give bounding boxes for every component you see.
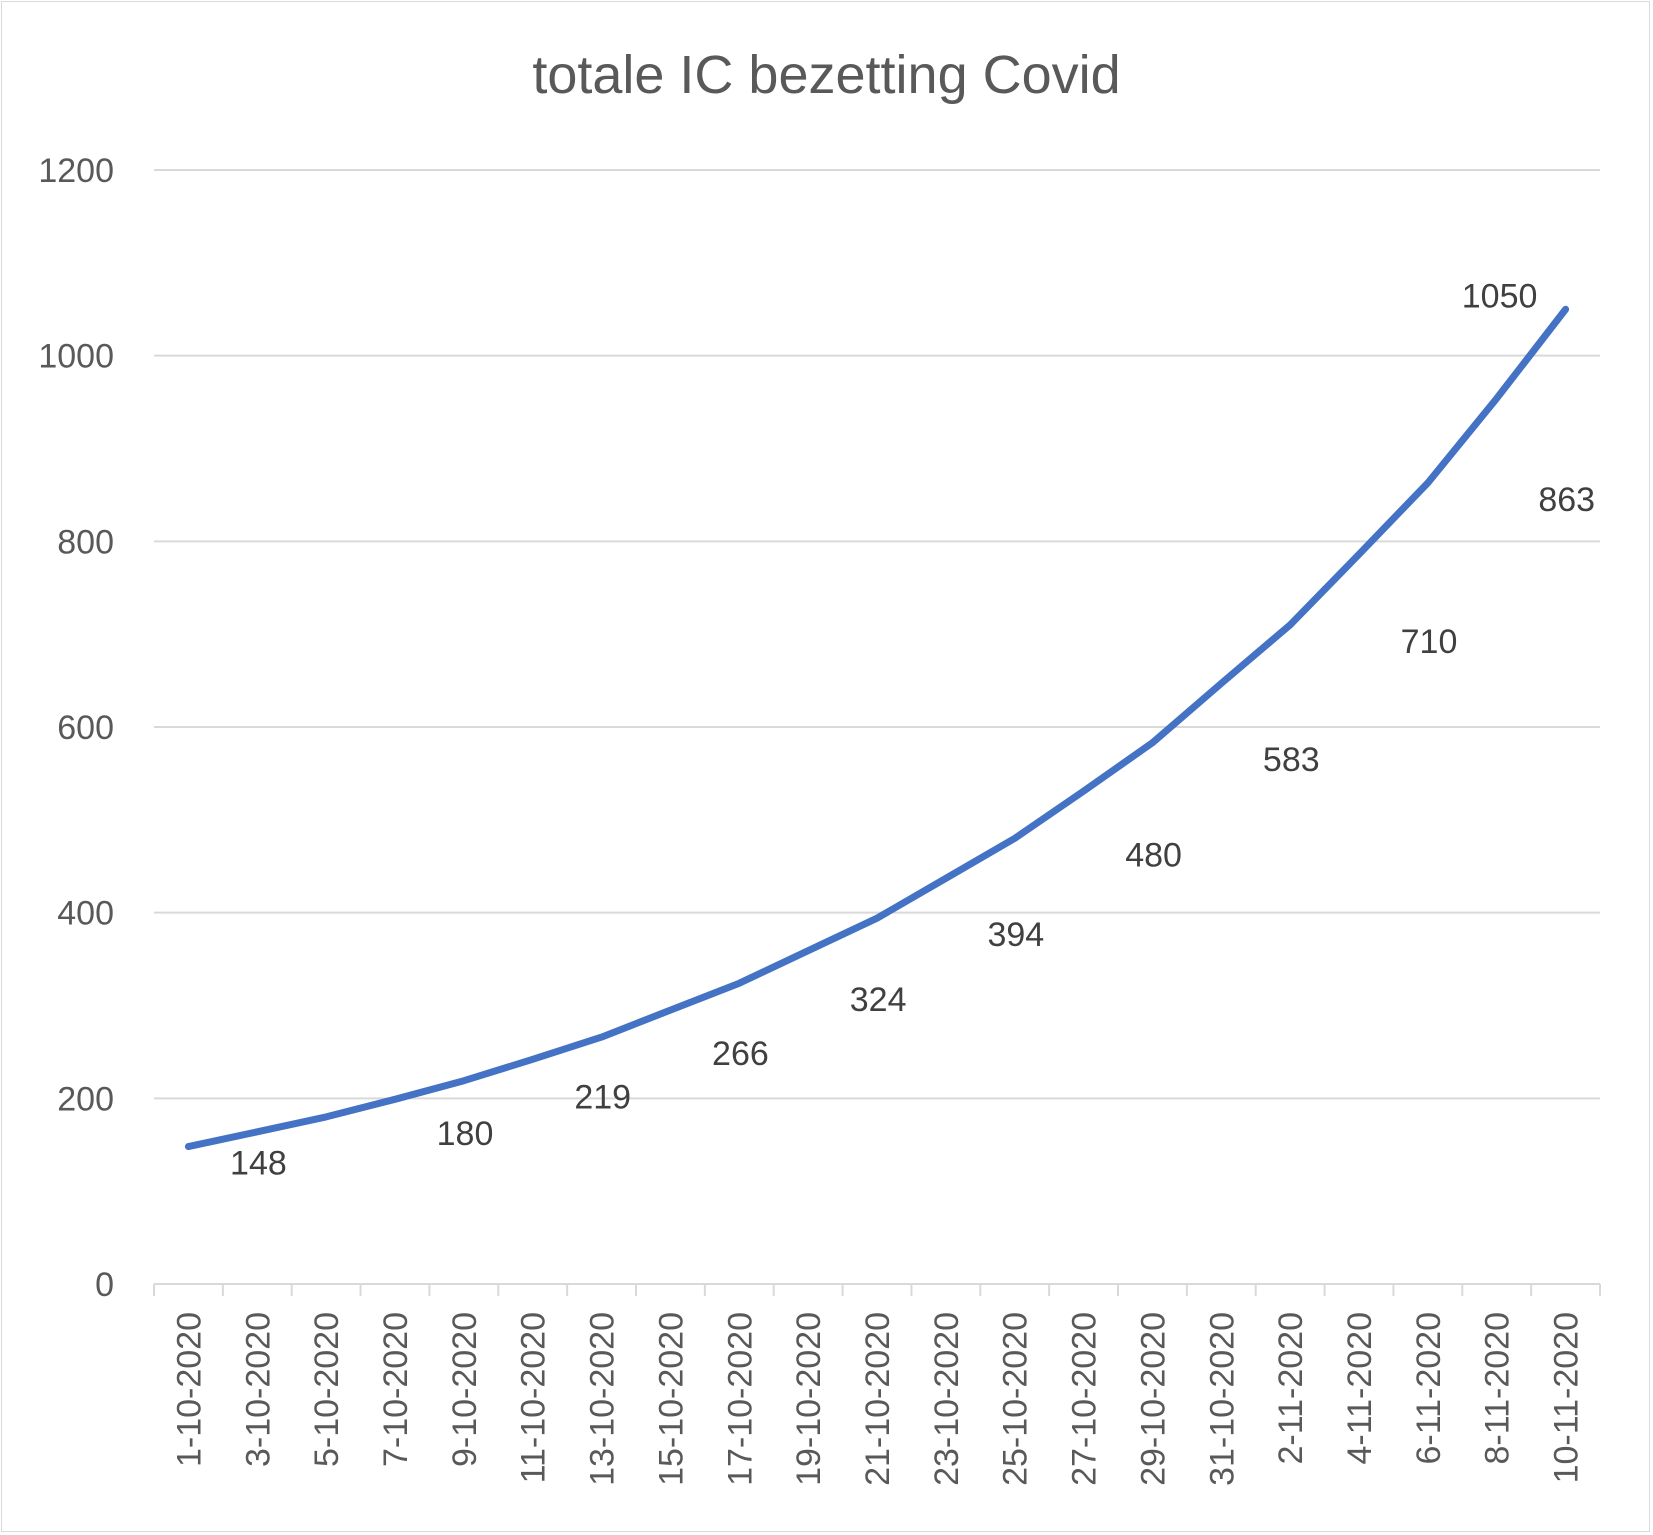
chart-title: totale IC bezetting Covid: [532, 45, 1121, 105]
x-tick-label: 11-10-2020: [515, 1312, 553, 1483]
x-tick-label: 19-10-2020: [790, 1312, 828, 1486]
data-label: 480: [1125, 836, 1182, 874]
x-tick-label: 27-10-2020: [1066, 1312, 1104, 1486]
x-tick-label: 29-10-2020: [1134, 1312, 1172, 1486]
x-tick-label: 9-10-2020: [446, 1312, 484, 1467]
x-tick-label: 3-10-2020: [239, 1312, 277, 1467]
x-tick-label: 2-11-2020: [1272, 1312, 1310, 1465]
x-tick-label: 15-10-2020: [652, 1312, 690, 1486]
data-label: 148: [230, 1145, 287, 1183]
x-tick-label: 6-11-2020: [1410, 1312, 1448, 1465]
x-tick-label: 5-10-2020: [308, 1312, 346, 1467]
x-tick-label: 10-11-2020: [1548, 1312, 1586, 1483]
data-label: 710: [1401, 623, 1458, 661]
x-tick-label: 8-11-2020: [1479, 1312, 1517, 1465]
data-label: 1050: [1462, 277, 1538, 315]
x-tick-label: 21-10-2020: [859, 1312, 897, 1486]
data-label: 324: [850, 981, 907, 1019]
data-label: 863: [1538, 481, 1595, 519]
data-label: 219: [574, 1079, 631, 1117]
x-tick-label: 17-10-2020: [721, 1312, 759, 1486]
x-tick-label: 1-10-2020: [170, 1312, 208, 1467]
data-label: 266: [712, 1035, 769, 1073]
x-tick-label: 13-10-2020: [584, 1312, 622, 1486]
y-tick-label-0: 0: [95, 1266, 114, 1304]
y-tick-label-800: 800: [57, 523, 114, 561]
series-line: [184, 305, 1570, 1151]
x-tick-label: 23-10-2020: [928, 1312, 966, 1486]
data-label: 583: [1263, 741, 1320, 779]
x-tick-label: 4-11-2020: [1341, 1312, 1379, 1465]
x-tick-label: 25-10-2020: [997, 1312, 1035, 1486]
y-tick-label-400: 400: [57, 895, 114, 933]
x-tick-label: 31-10-2020: [1203, 1312, 1241, 1486]
y-tick-label-1200: 1200: [38, 152, 114, 190]
data-label: 394: [987, 916, 1044, 954]
x-tick-label: 7-10-2020: [377, 1312, 415, 1467]
y-tick-label-1000: 1000: [38, 338, 114, 376]
data-label: 180: [437, 1115, 494, 1153]
y-tick-label-200: 200: [57, 1080, 114, 1118]
y-tick-label-600: 600: [57, 709, 114, 747]
